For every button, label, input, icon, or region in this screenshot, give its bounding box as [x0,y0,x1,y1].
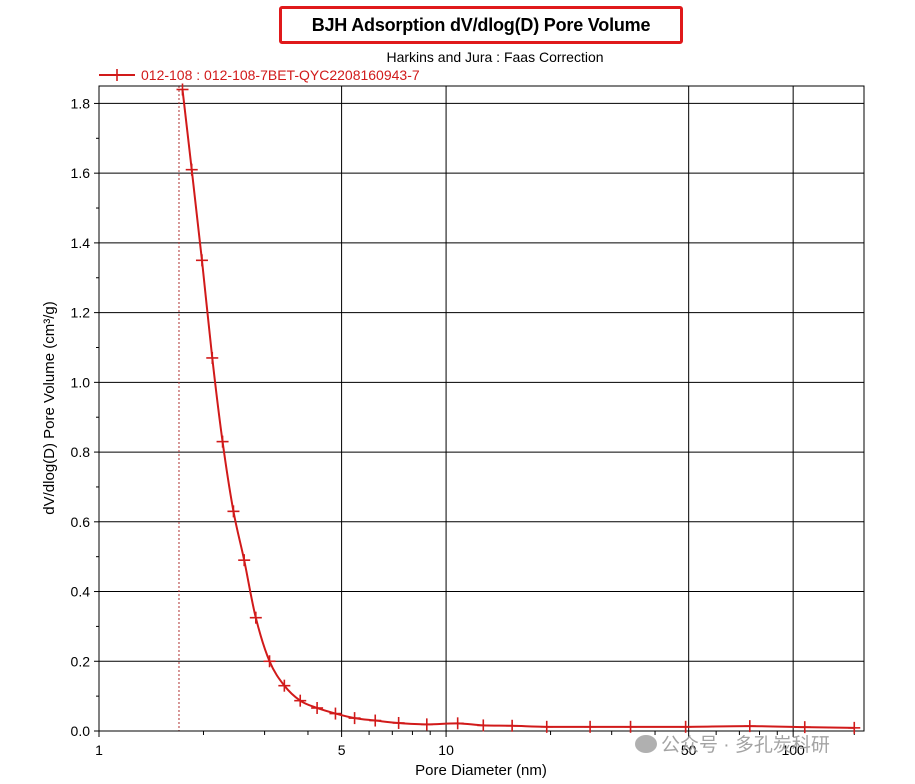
chart-title: BJH Adsorption dV/dlog(D) Pore Volume [279,6,683,44]
x-axis-label: Pore Diameter (nm) [415,762,547,779]
data-point [294,694,307,707]
chart-title-text: BJH Adsorption dV/dlog(D) Pore Volume [311,14,651,35]
x-tick-label: 10 [438,742,454,758]
chart-subtitle: Harkins and Jura : Faas Correction [386,49,604,65]
data-point [216,435,229,448]
data-point [206,351,219,364]
y-tick-label: 1.6 [71,165,91,181]
data-point [540,720,553,733]
data-point [848,721,861,734]
x-tick-label: 50 [681,742,697,758]
data-point [420,718,433,731]
axis-ticks: 0.0 0.2 0.4 0.6 0.8 1.0 1.2 1.4 1.6 1.8 1 5 10 50 100 [71,95,855,758]
series-line [181,89,855,729]
data-point [195,254,208,267]
y-tick-label: 1.0 [71,374,91,390]
x-tick-label: 1 [95,742,103,758]
data-point [238,554,251,567]
grid-lines [99,86,864,731]
data-point [451,717,464,730]
data-point [798,721,811,734]
plot-frame [98,85,865,732]
wechat-icon [635,734,657,753]
data-point [249,611,262,624]
data-point [185,163,198,176]
data-point [329,707,342,720]
legend-label: 012-108 : 012-108-7BET-QYC2208160943-7 [141,67,420,83]
data-point [392,716,405,729]
series-layer [176,83,861,734]
data-point [584,720,597,733]
y-tick-label: 0.2 [71,653,91,669]
data-point [348,712,361,725]
y-tick-label: 0.0 [71,723,91,739]
y-tick-label: 1.8 [71,95,91,111]
watermark-text: 公众号 · 多孔炭科研 [661,735,830,756]
y-tick-label: 1.4 [71,235,91,251]
data-point [679,720,692,733]
y-tick-label: 0.4 [71,584,91,600]
data-point [311,701,324,714]
data-point [477,719,490,732]
data-point [369,714,382,727]
data-point [176,83,189,96]
data-point [263,655,276,668]
x-tick-label: 100 [781,742,805,758]
data-point [743,720,756,733]
y-axis-label: dV/dlog(D) Pore Volume (cm³/g) [41,301,58,514]
data-point [624,720,637,733]
x-tick-label: 5 [338,742,346,758]
data-point [227,505,240,518]
data-point [278,679,291,692]
legend[interactable]: 012-108 : 012-108-7BET-QYC2208160943-7 [99,67,420,83]
y-tick-label: 0.6 [71,514,91,530]
legend-marker [111,69,123,81]
y-tick-label: 0.8 [71,444,91,460]
data-point [506,719,519,732]
y-tick-label: 1.2 [71,305,91,321]
watermark: 公众号 · 多孔炭科研 [635,730,830,757]
